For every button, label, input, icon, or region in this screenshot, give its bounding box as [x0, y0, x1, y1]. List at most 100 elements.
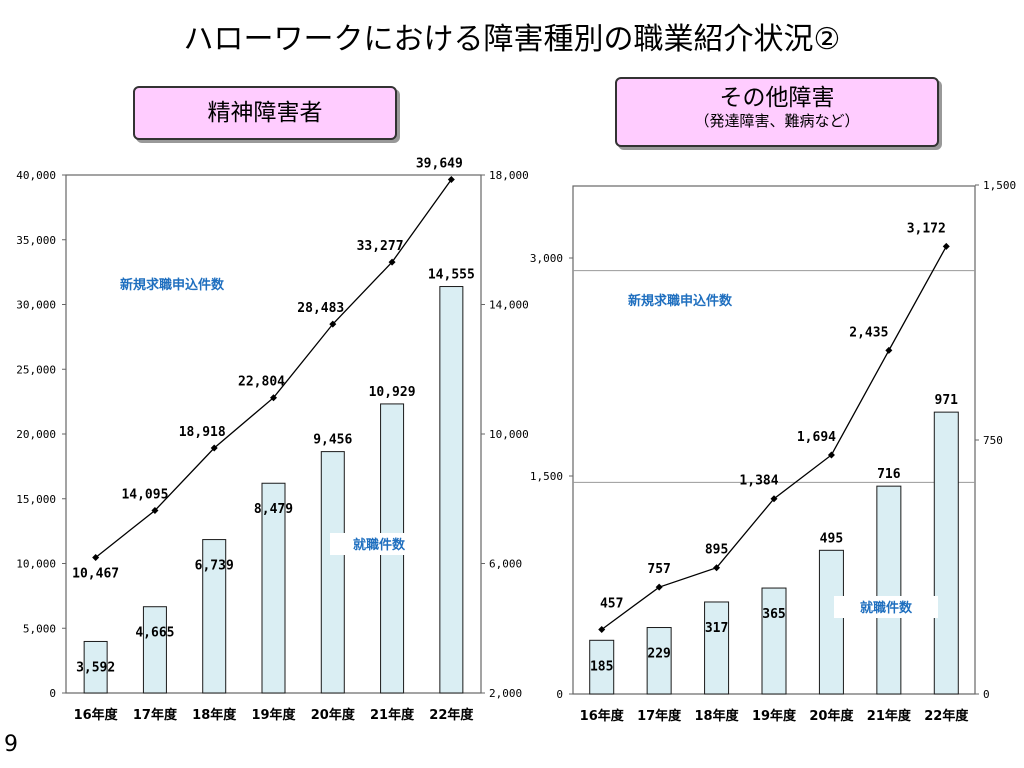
chart1-bar-label: 14,555	[428, 268, 475, 283]
chart2-left-tick-label: 3,000	[530, 252, 563, 265]
chart1-bar	[142, 606, 167, 694]
chart2-bar	[646, 627, 672, 695]
chart1-bar	[202, 539, 227, 694]
chart2-sublabel: （発達障害、難病など）	[694, 111, 860, 130]
chart1-right-tick-label: 10,000	[489, 428, 529, 441]
chart2-bar-series-name-bg	[834, 596, 938, 618]
chart2-category-label: 22年度	[924, 708, 969, 724]
chart1-line-point	[210, 444, 218, 452]
chart1-category-label: 20年度	[311, 707, 356, 723]
chart1-bar-label: 10,929	[369, 385, 416, 400]
chart1-left-tick-label: 20,000	[16, 428, 56, 441]
chart1-bar-series-name: 就職件数	[353, 537, 406, 553]
chart2-category-label: 18年度	[695, 708, 740, 724]
chart1-category-label: 22年度	[429, 707, 474, 723]
chart2-right-tick-label: 750	[983, 434, 1003, 447]
chart2-left-tick-label: 0	[556, 688, 563, 701]
chart1-bar	[320, 451, 345, 694]
chart1-bar-label: 9,456	[313, 433, 352, 448]
chart1-left-tick-label: 40,000	[16, 169, 56, 182]
chart2-category-label: 20年度	[809, 708, 854, 724]
chart2-line-point	[655, 583, 663, 591]
chart1-category-label: 19年度	[251, 707, 296, 723]
chart1-left-tick-label: 10,000	[16, 558, 56, 571]
chart1-left-tick-label: 30,000	[16, 299, 56, 312]
chart1-line-point	[447, 176, 455, 184]
chart1-bar-label: 8,479	[254, 502, 293, 517]
slide-title: ハローワークにおける障害種別の職業紹介状況②	[183, 22, 841, 57]
chart1-line-point	[329, 320, 337, 328]
chart1-left-tick-label: 5,000	[23, 622, 56, 635]
chart2-bar-label: 317	[705, 621, 728, 636]
chart1-category-label: 18年度	[192, 707, 237, 723]
chart1-left-tick-label: 15,000	[16, 493, 56, 506]
chart2-bar-label: 716	[877, 467, 901, 482]
chart2-line-label: 457	[600, 597, 623, 612]
chart1-right-tick-label: 2,000	[489, 687, 522, 700]
chart2-line-point	[827, 451, 835, 459]
page-number: 9	[4, 732, 18, 757]
chart1-line-series-name: 新規求職申込件数	[120, 277, 225, 293]
chart2-bar-series-name: 就職件数	[860, 600, 913, 616]
chart2-bar-label: 185	[590, 659, 613, 674]
chart2-right-tick-label: 0	[983, 688, 990, 701]
chart2-line-label: 3,172	[907, 221, 946, 236]
chart1-bar-label: 3,592	[76, 660, 115, 675]
chart1-line-label: 10,467	[72, 566, 119, 581]
chart1-left-tick-label: 0	[49, 687, 56, 700]
chart1-line-point	[270, 394, 277, 402]
chart2-label-box: その他障害 （発達障害、難病など）	[615, 77, 939, 147]
chart2-bar-label: 365	[762, 607, 785, 622]
chart1-label-box: 精神障害者	[133, 86, 397, 140]
chart1-bar	[261, 482, 286, 694]
chart1-right-tick-label: 6,000	[489, 558, 522, 571]
chart2-left-tick-label: 1,500	[530, 470, 563, 483]
chart2-bar-label: 229	[647, 647, 670, 662]
chart1-left-tick-label: 35,000	[16, 234, 56, 247]
chart2-bar	[876, 485, 902, 695]
chart1-line-label: 39,649	[416, 157, 463, 172]
chart1-bar	[439, 286, 464, 694]
chart2-line-point	[942, 242, 950, 250]
chart2-bar	[704, 601, 730, 695]
chart2-category-label: 17年度	[637, 708, 682, 724]
chart1-line-point	[151, 506, 159, 514]
chart2-line-point	[770, 495, 778, 503]
chart1-line-label: 33,277	[357, 239, 404, 254]
chart2-line-point	[713, 564, 721, 572]
chart2-category-label: 16年度	[580, 708, 625, 724]
chart2-bar-label: 971	[935, 393, 959, 408]
chart2-line-point	[598, 626, 606, 634]
chart2-line-label: 757	[647, 562, 670, 577]
chart1-bar-label: 6,739	[195, 559, 234, 574]
chart1-category-label: 16年度	[74, 707, 119, 723]
chart1-label: 精神障害者	[207, 100, 323, 126]
chart1-bar-label: 4,665	[135, 626, 174, 641]
chart2-category-label: 21年度	[867, 708, 912, 724]
chart2-line-series-name: 新規求職申込件数	[628, 293, 733, 309]
chart1-bar-series-name-bg	[330, 533, 428, 555]
chart2-label: その他障害	[719, 85, 835, 111]
chart2-line-point	[885, 346, 893, 354]
chart1-line-point	[388, 258, 396, 266]
chart2-line-label: 1,384	[739, 474, 778, 489]
chart1-category-label: 17年度	[133, 707, 178, 723]
chart1-line-point	[92, 553, 100, 561]
chart2-line-label: 1,694	[797, 430, 836, 445]
chart2-right-tick-label: 1,500	[983, 179, 1016, 192]
chart1-line-label: 18,918	[179, 425, 226, 440]
chart1-category-label: 21年度	[370, 707, 415, 723]
chart2-line-label: 2,435	[849, 325, 888, 340]
chart2-bar	[589, 639, 615, 695]
chart2-bar	[818, 549, 844, 695]
chart1-line-label: 28,483	[297, 301, 344, 316]
chart1-right-tick-label: 18,000	[489, 169, 529, 182]
chart1-left-tick-label: 25,000	[16, 363, 56, 376]
chart2-bar	[761, 587, 787, 695]
chart2-line-label: 895	[705, 543, 728, 558]
chart1-line-label: 14,095	[121, 487, 168, 502]
chart2-category-label: 19年度	[752, 708, 797, 724]
chart2-bar-label: 495	[820, 531, 843, 546]
chart1-bar	[83, 640, 108, 694]
chart1-right-tick-label: 14,000	[489, 299, 529, 312]
